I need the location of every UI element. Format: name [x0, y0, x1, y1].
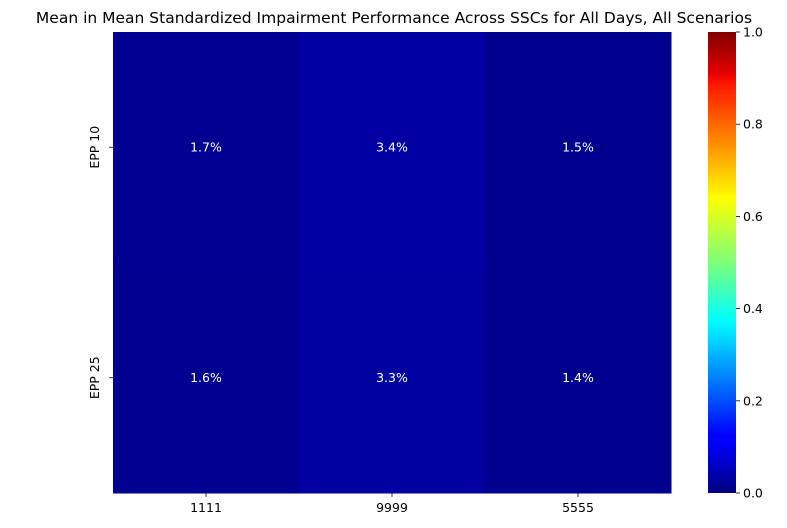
heatmap-cell [299, 32, 486, 263]
x-tick-label: 9999 [376, 500, 408, 515]
cell-value-label: 1.5% [562, 139, 594, 154]
heatmap-cells [113, 32, 672, 494]
colorbar-tick-label: 0.0 [743, 486, 763, 501]
colorbar-tick-label: 0.4 [743, 301, 763, 316]
heatmap-cell [485, 32, 672, 263]
heatmap-cell [113, 32, 300, 263]
colorbar [708, 32, 736, 493]
heatmap-cell [113, 262, 300, 494]
y-tick-label: EPP 10 [87, 126, 102, 169]
cell-value-label: 3.3% [376, 370, 408, 385]
heatmap-cell [485, 262, 672, 494]
colorbar-tick-label: 0.8 [743, 117, 763, 132]
y-tick-label: EPP 25 [87, 356, 102, 399]
x-axis-ticks: 1111 9999 5555 [190, 493, 594, 515]
cell-value-label: 1.6% [190, 370, 222, 385]
chart-title: Mean in Mean Standardized Impairment Per… [36, 9, 752, 27]
cell-value-label: 1.7% [190, 139, 222, 154]
y-axis-ticks: EPP 10 EPP 25 [87, 126, 113, 399]
cell-value-label: 3.4% [376, 139, 408, 154]
colorbar-tick-label: 0.6 [743, 209, 763, 224]
colorbar-tick-label: 1.0 [743, 25, 763, 40]
heatmap-cell-labels: 1.7% 3.4% 1.5% 1.6% 3.3% 1.4% [190, 139, 594, 385]
colorbar-ticks: 0.0 0.2 0.4 0.6 0.8 1.0 [736, 25, 763, 501]
x-tick-label: 1111 [190, 500, 222, 515]
cell-value-label: 1.4% [562, 370, 594, 385]
x-tick-label: 5555 [562, 500, 594, 515]
colorbar-tick-label: 0.2 [743, 393, 763, 408]
heatmap-cell [299, 262, 486, 494]
